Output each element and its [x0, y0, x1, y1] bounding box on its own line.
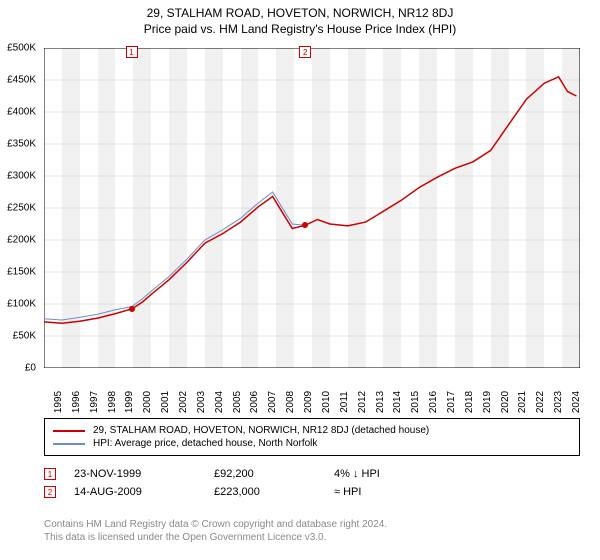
- x-tick-label: 2019: [482, 391, 493, 413]
- y-tick-label: £450K: [7, 75, 36, 86]
- sale-row-price: £223,000: [214, 486, 334, 498]
- x-tick-label: 1999: [124, 391, 135, 413]
- x-tick-label: 2006: [249, 391, 260, 413]
- x-tick-label: 2012: [357, 391, 368, 413]
- legend-label: 29, STALHAM ROAD, HOVETON, NORWICH, NR12…: [93, 425, 429, 436]
- x-tick-label: 1997: [89, 391, 100, 413]
- x-tick-label: 2023: [553, 391, 564, 413]
- y-tick-label: £50K: [13, 331, 36, 342]
- x-tick-label: 2003: [196, 391, 207, 413]
- sale-row-marker: 2: [44, 486, 56, 498]
- x-tick-label: 2010: [321, 391, 332, 413]
- sale-dot-2: [302, 222, 308, 228]
- sale-marker-2: 2: [299, 46, 311, 58]
- x-axis: 1995 1996 1997 1998 1999 2000 2001 2002 2003 2004…: [44, 372, 580, 412]
- footer-line-1: Contains HM Land Registry data © Crown c…: [44, 518, 580, 531]
- x-tick-label: 2008: [285, 391, 296, 413]
- y-tick-label: £500K: [7, 43, 36, 54]
- x-tick-label: 2013: [375, 391, 386, 413]
- sale-row: 2 14-AUG-2009£223,000≈ HPI: [44, 486, 580, 498]
- y-tick-label: £400K: [7, 107, 36, 118]
- sale-row-compare: 4% ↓ HPI: [334, 468, 380, 480]
- x-tick-label: 2021: [517, 391, 528, 413]
- y-tick-label: £300K: [7, 171, 36, 182]
- x-tick-label: 1995: [53, 391, 64, 413]
- x-tick-label: 2018: [464, 391, 475, 413]
- y-tick-label: £0: [25, 363, 36, 374]
- sale-row-marker: 1: [44, 468, 56, 480]
- legend-swatch: [53, 443, 85, 445]
- x-tick-label: 2011: [339, 391, 350, 413]
- legend-row: 29, STALHAM ROAD, HOVETON, NORWICH, NR12…: [53, 425, 571, 436]
- legend-swatch: [53, 430, 85, 432]
- x-tick-label: 2020: [500, 391, 511, 413]
- x-tick-label: 2014: [392, 391, 403, 413]
- footer: Contains HM Land Registry data © Crown c…: [44, 518, 580, 544]
- x-tick-label: 2001: [160, 391, 171, 413]
- sale-dot-1: [129, 306, 135, 312]
- y-tick-label: £150K: [7, 267, 36, 278]
- x-tick-label: 1996: [71, 391, 82, 413]
- legend: 29, STALHAM ROAD, HOVETON, NORWICH, NR12…: [44, 418, 580, 456]
- x-tick-label: 2022: [535, 391, 546, 413]
- x-tick-label: 2009: [303, 391, 314, 413]
- y-tick-label: £100K: [7, 299, 36, 310]
- sales-table: 1 23-NOV-1999£92,2004% ↓ HPI 2 14-AUG-2009£…: [44, 462, 580, 504]
- x-tick-label: 1998: [107, 391, 118, 413]
- x-tick-label: 2002: [178, 391, 189, 413]
- x-tick-label: 2024: [571, 391, 582, 413]
- sale-row-compare: ≈ HPI: [334, 486, 361, 498]
- chart-svg: [44, 48, 580, 368]
- x-tick-label: 2000: [142, 391, 153, 413]
- y-axis: £0£50K£100K£150K£200K£250K£300K£350K£400…: [0, 48, 40, 368]
- x-tick-label: 2005: [232, 391, 243, 413]
- sale-row-price: £92,200: [214, 468, 334, 480]
- y-tick-label: £200K: [7, 235, 36, 246]
- sale-marker-1: 1: [126, 46, 138, 58]
- sale-row-date: 23-NOV-1999: [74, 468, 214, 480]
- x-tick-label: 2015: [410, 391, 421, 413]
- x-tick-label: 2017: [446, 391, 457, 413]
- x-tick-label: 2007: [267, 391, 278, 413]
- x-tick-label: 2016: [428, 391, 439, 413]
- footer-line-2: This data is licensed under the Open Gov…: [44, 531, 580, 544]
- chart-titles: 29, STALHAM ROAD, HOVETON, NORWICH, NR12…: [0, 0, 600, 36]
- title-subtitle: Price paid vs. HM Land Registry's House …: [0, 22, 600, 36]
- legend-row: HPI: Average price, detached house, Nort…: [53, 438, 571, 449]
- sale-row: 1 23-NOV-1999£92,2004% ↓ HPI: [44, 468, 580, 480]
- x-tick-label: 2004: [214, 391, 225, 413]
- sale-row-date: 14-AUG-2009: [74, 486, 214, 498]
- title-address: 29, STALHAM ROAD, HOVETON, NORWICH, NR12…: [0, 6, 600, 20]
- legend-label: HPI: Average price, detached house, Nort…: [93, 438, 317, 449]
- chart-plot-area: 12: [44, 48, 580, 368]
- y-tick-label: £350K: [7, 139, 36, 150]
- y-tick-label: £250K: [7, 203, 36, 214]
